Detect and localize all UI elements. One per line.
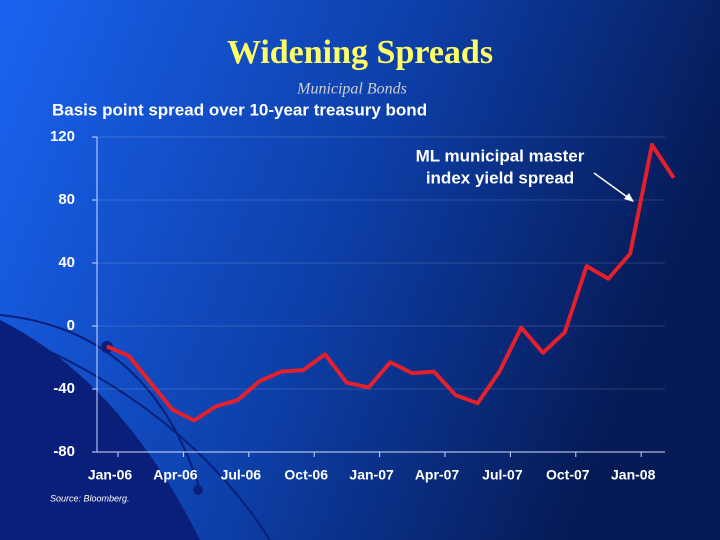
subtitle: Municipal Bonds — [296, 81, 407, 98]
y-axis-label: Basis point spread over 10-year treasury… — [52, 100, 427, 119]
annotation-arrow — [593, 172, 631, 200]
deco-arc — [0, 314, 201, 491]
corner-shape — [0, 320, 200, 540]
annotation: ML municipal master — [416, 146, 585, 165]
deco-dot — [193, 485, 203, 495]
y-tick-label: 0 — [67, 317, 75, 334]
x-tick-label: Oct-06 — [284, 467, 328, 483]
y-tick-label: 80 — [58, 191, 75, 208]
x-tick-label: Apr-07 — [415, 467, 460, 483]
series-line — [106, 142, 676, 423]
y-tick-label: -40 — [53, 380, 75, 397]
x-tick-label: Jul-06 — [221, 467, 262, 483]
title: Widening Spreads — [227, 34, 493, 71]
x-tick-label: Oct-07 — [546, 467, 590, 483]
y-tick-label: 120 — [50, 128, 75, 145]
plot: -80 -40 0 40 80 120 Jan-06 Apr-06 Jul-06 Oct-06 Ja… — [50, 128, 676, 483]
source: Source: Bloomberg. — [50, 493, 130, 503]
arrow-head — [624, 193, 634, 202]
x-tick-label: Jul-07 — [482, 467, 523, 483]
y-tick-label: 40 — [58, 254, 75, 271]
deco-arc — [0, 329, 271, 540]
x-tick-label: Jan-08 — [611, 467, 656, 483]
annotation: index yield spread — [426, 168, 574, 187]
x-tick-label: Apr-06 — [153, 467, 198, 483]
x-tick-label: Jan-06 — [88, 467, 133, 483]
y-tick-label: -80 — [53, 443, 75, 460]
x-tick-label: Jan-07 — [349, 467, 394, 483]
